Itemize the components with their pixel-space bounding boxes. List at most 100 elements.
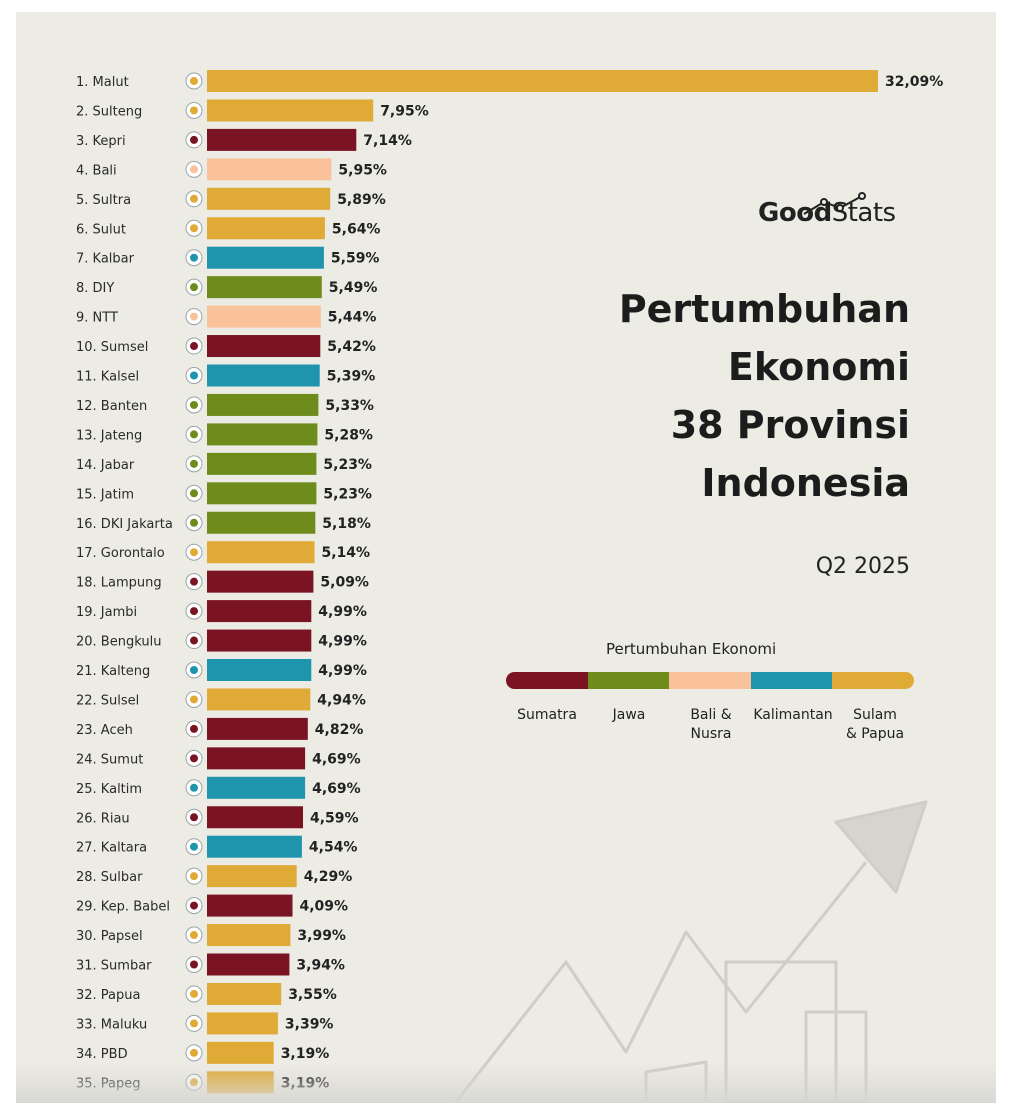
- bar: [207, 1041, 274, 1064]
- province-label: 6. Sulut: [76, 222, 126, 237]
- province-emblem-core: [190, 783, 198, 792]
- bar: [207, 423, 318, 446]
- bar-row: 6. Sulut 5,64%: [76, 217, 381, 240]
- province-emblem-core: [190, 312, 198, 321]
- bar-row: 5. Sultra 5,89%: [76, 187, 386, 210]
- province-emblem-core: [190, 371, 198, 380]
- bar-row: 22. Sulsel 4,94%: [76, 688, 366, 711]
- bar: [207, 99, 374, 122]
- bar-row: 34. PBD 3,19%: [76, 1041, 329, 1064]
- province-emblem-core: [190, 931, 198, 940]
- bar-row: 24. Sumut 4,69%: [76, 747, 361, 770]
- province-label: 18. Lampung: [76, 576, 162, 591]
- bar: [207, 776, 306, 799]
- province-emblem-core: [190, 283, 198, 292]
- bar: [207, 629, 312, 652]
- value-label: 4,69%: [312, 781, 361, 797]
- province-label: 28. Sulbar: [76, 870, 143, 885]
- bar-row: 21. Kalteng 4,99%: [76, 659, 367, 681]
- legend-label-bali-nusra: Bali & Nusra: [690, 707, 732, 742]
- province-emblem-core: [190, 400, 198, 409]
- value-label: 3,39%: [285, 1016, 334, 1032]
- title-line: 38 Provinsi: [670, 403, 910, 447]
- legend-title: Pertumbuhan Ekonomi: [606, 640, 777, 658]
- province-label: 16. DKI Jakarta: [76, 517, 173, 532]
- bar: [207, 570, 314, 593]
- bar: [207, 659, 312, 681]
- value-label: 5,09%: [320, 575, 369, 591]
- province-emblem-core: [190, 165, 198, 174]
- goodstats-logo: GoodStats: [758, 192, 918, 246]
- province-label: 10. Sumsel: [76, 340, 148, 355]
- province-emblem-core: [190, 77, 198, 85]
- bar: [207, 511, 316, 534]
- bar-row: 10. Sumsel 5,42%: [76, 335, 376, 358]
- value-label: 5,14%: [322, 545, 371, 561]
- value-label: 4,99%: [318, 604, 367, 620]
- value-label: 5,18%: [322, 516, 371, 532]
- province-label: 25. Kaltim: [76, 782, 142, 797]
- value-label: 5,59%: [331, 251, 380, 267]
- legend-swatch-sumatra: [506, 672, 588, 689]
- value-label: 5,42%: [327, 339, 376, 355]
- infographic-page: 1. Malut 32,09% 2. Sulteng 7,95% 3. Kepri 7,1…: [16, 12, 996, 1103]
- province-emblem-core: [190, 636, 198, 645]
- bar: [207, 806, 303, 829]
- legend-label-sumatra: Sumatra: [517, 707, 577, 723]
- bottom-fade: [16, 1063, 996, 1103]
- bar-row: 30. Papsel 3,99%: [76, 924, 346, 947]
- page-title: Pertumbuhan Ekonomi 38 Provinsi Indonesi…: [490, 280, 910, 512]
- value-label: 5,33%: [325, 398, 374, 414]
- bar-row: 16. DKI Jakarta 5,18%: [76, 511, 371, 534]
- bar-row: 14. Jabar 5,23%: [76, 452, 372, 475]
- bar-row: 25. Kaltim 4,69%: [76, 776, 361, 799]
- value-label: 5,89%: [337, 192, 386, 208]
- province-label: 19. Jambi: [76, 605, 137, 620]
- province-label: 14. Jabar: [76, 458, 135, 473]
- bar: [207, 717, 308, 740]
- value-label: 4,54%: [309, 840, 358, 856]
- bar-row: 4. Bali 5,95%: [76, 158, 387, 181]
- legend-swatch-sulam-papua: [832, 672, 914, 689]
- bar: [207, 187, 331, 210]
- bar-row: 26. Riau 4,59%: [76, 806, 359, 829]
- bar-row: 8. DIY 5,49%: [76, 276, 377, 299]
- bar-row: 7. Kalbar 5,59%: [76, 246, 380, 269]
- bar: [207, 541, 315, 564]
- province-label: 3. Kepri: [76, 134, 126, 149]
- bar: [207, 894, 293, 917]
- province-label: 5. Sultra: [76, 193, 131, 208]
- value-label: 4,94%: [317, 692, 366, 708]
- province-emblem-core: [190, 1048, 198, 1057]
- province-emblem-core: [190, 253, 198, 262]
- bar-row: 17. Gorontalo 5,14%: [76, 541, 371, 564]
- province-emblem-core: [190, 960, 198, 969]
- bar: [207, 1012, 278, 1035]
- province-emblem-core: [190, 754, 198, 763]
- bar: [207, 217, 325, 240]
- province-label: 26. Riau: [76, 811, 130, 826]
- province-emblem-core: [190, 106, 198, 115]
- bar: [207, 70, 878, 92]
- bar-row: 31. Sumbar 3,94%: [76, 953, 345, 976]
- bar: [207, 452, 317, 475]
- province-label: 20. Bengkulu: [76, 635, 161, 650]
- legend-label-sulam-papua: Sulam & Papua: [845, 707, 905, 742]
- province-label: 4. Bali: [76, 163, 117, 178]
- province-emblem-core: [190, 135, 198, 144]
- province-label: 30. Papsel: [76, 929, 143, 944]
- bar: [207, 924, 291, 947]
- province-label: 22. Sulsel: [76, 693, 139, 708]
- province-label: 2. Sulteng: [76, 104, 142, 119]
- province-label: 15. Jatim: [76, 487, 134, 502]
- value-label: 5,64%: [332, 221, 381, 237]
- province-emblem-core: [190, 518, 198, 527]
- logo-stats-text: Stats: [831, 198, 896, 228]
- value-label: 5,23%: [323, 486, 372, 502]
- bar: [207, 865, 297, 888]
- bar-row: 33. Maluku 3,39%: [76, 1012, 334, 1035]
- value-label: 32,09%: [885, 74, 943, 90]
- bar-row: 1. Malut 32,09%: [76, 70, 943, 92]
- province-emblem-core: [190, 842, 198, 851]
- province-emblem-core: [190, 548, 198, 557]
